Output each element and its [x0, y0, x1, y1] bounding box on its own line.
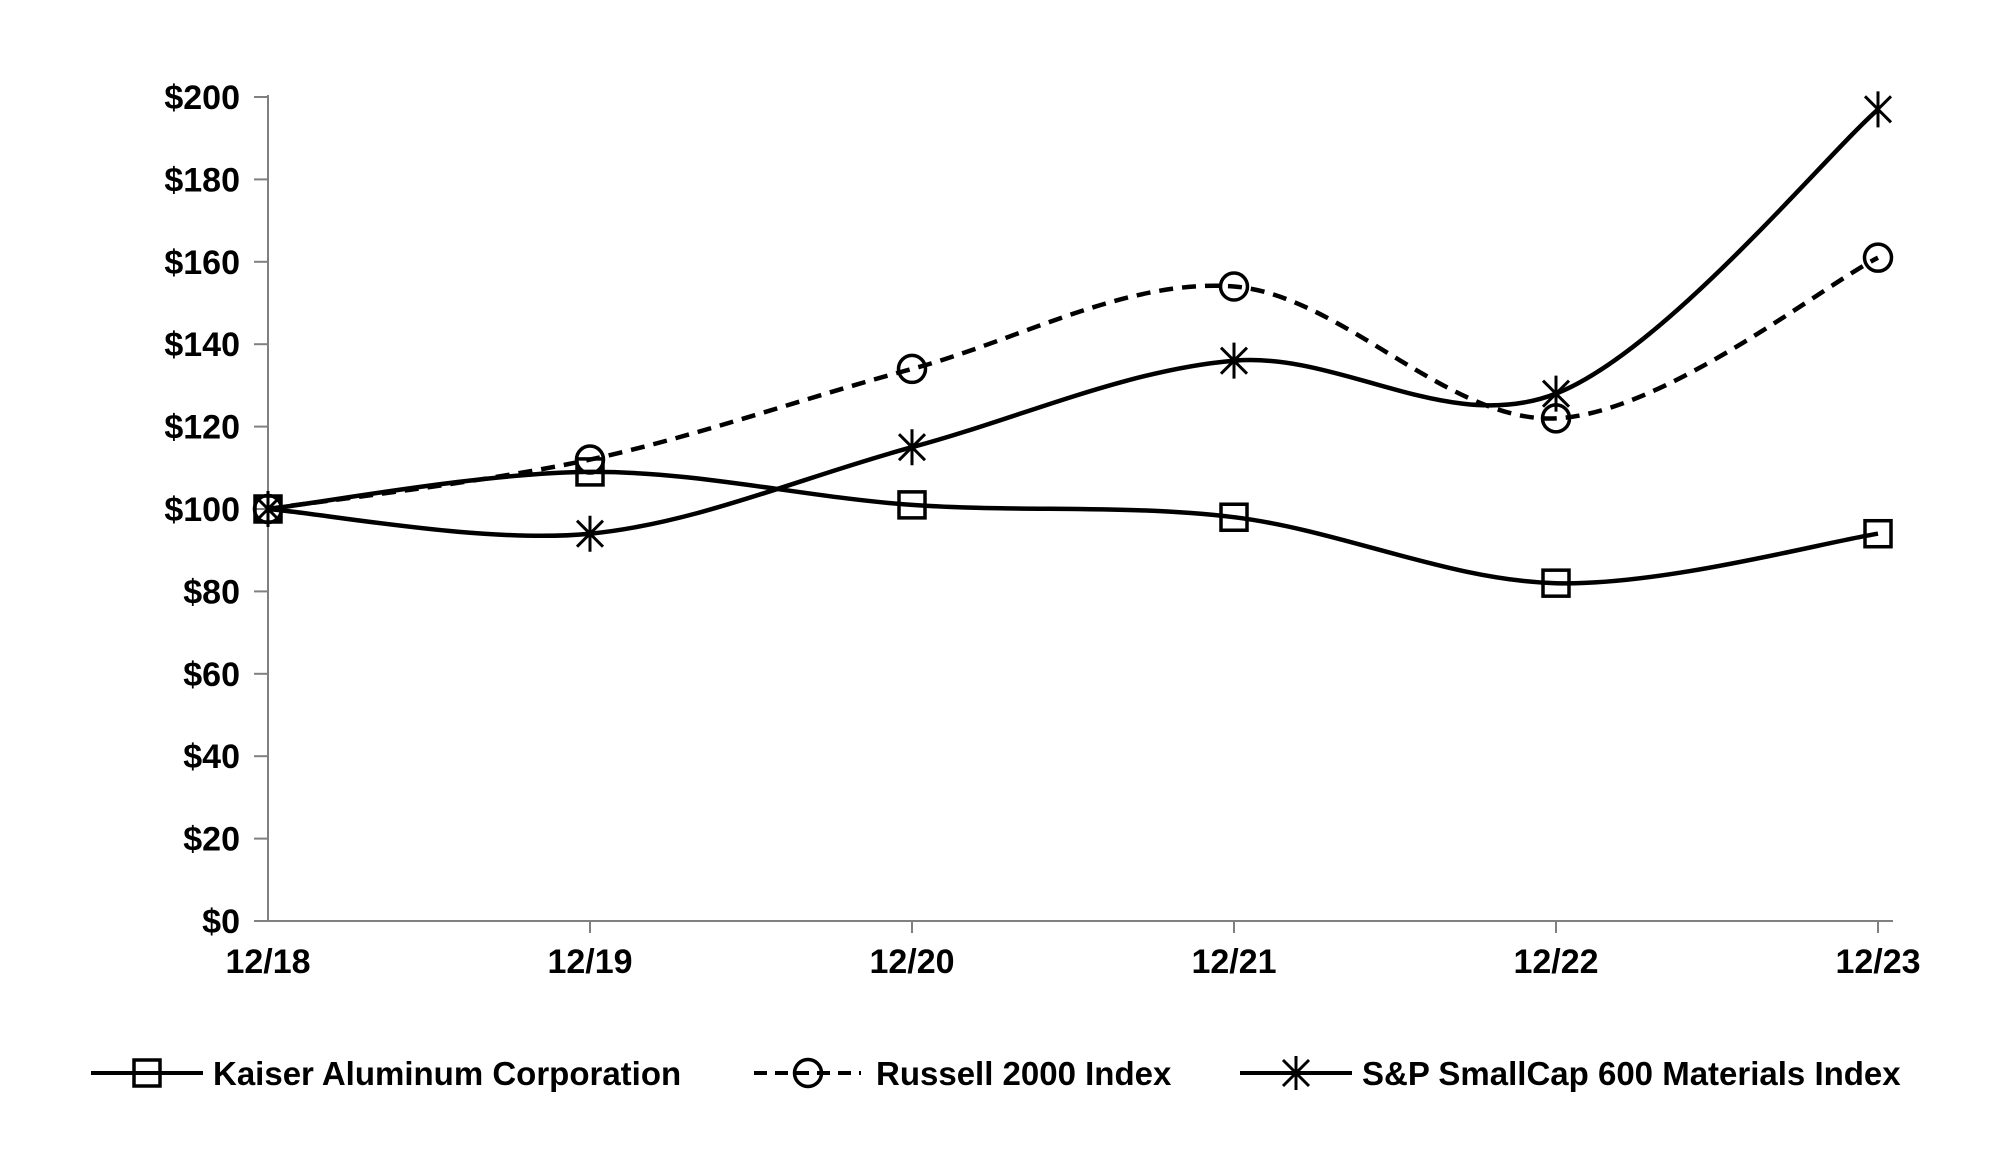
- circle-marker-icon: [1218, 271, 1250, 302]
- y-axis-tick-label: $80: [183, 573, 240, 611]
- square-marker-icon: [1541, 568, 1571, 598]
- circle-marker-icon: [574, 444, 606, 475]
- square-marker-icon: [897, 490, 927, 520]
- x-axis-tick-label: 12/20: [869, 943, 954, 981]
- x-axis-tick-label: 12/19: [547, 943, 632, 981]
- legend-item-sp-smallcap-600-materials: S&P SmallCap 600 Materials Index: [1240, 1055, 1901, 1092]
- x-axis-tick-label: 12/22: [1513, 943, 1598, 981]
- y-axis-tick-label: $160: [164, 244, 240, 282]
- y-axis-tick-label: $20: [183, 821, 240, 859]
- x-axis-tick-label: 12/23: [1835, 943, 1920, 981]
- y-axis-tick-label: $200: [164, 79, 240, 117]
- asterisk-marker-icon: [1281, 1056, 1311, 1090]
- series-line-2-asterisk: [267, 107, 1880, 539]
- asterisk-marker-icon: [1863, 91, 1893, 128]
- square-marker-icon: [132, 1058, 162, 1088]
- square-marker-icon: [575, 457, 605, 487]
- x-axis-tick-label: 12/21: [1191, 943, 1276, 981]
- y-axis-tick-label: $120: [164, 409, 240, 447]
- legend: Kaiser Aluminum Corporation Russell 2000…: [91, 1055, 1901, 1092]
- y-axis-tick-label: $0: [202, 903, 240, 941]
- square-marker-icon: [1863, 518, 1893, 549]
- series-lines: [267, 107, 1880, 586]
- series-markers: [252, 91, 1894, 598]
- circle-marker-icon: [792, 1057, 824, 1089]
- asterisk-marker-icon: [897, 429, 927, 466]
- asterisk-marker-icon: [1219, 342, 1249, 379]
- x-axis: 12/18 12/19 12/20 12/21 12/22 12/23: [225, 920, 1921, 981]
- asterisk-marker-icon: [1541, 375, 1571, 412]
- circle-marker-icon: [1862, 242, 1894, 273]
- y-axis-tick-label: $140: [164, 326, 240, 364]
- circle-marker-icon: [896, 353, 928, 385]
- y-axis: $0 $20 $40 $60 $80 $100 $120 $140 $160 $180 $200: [164, 79, 269, 941]
- series-line-1-circle: [267, 255, 1880, 512]
- legend-item-russell-2000: Russell 2000 Index: [754, 1055, 1172, 1092]
- legend-label-russell-2000: Russell 2000 Index: [876, 1055, 1172, 1092]
- y-axis-tick-label: $180: [164, 161, 240, 199]
- series-line-0-square: [267, 469, 1879, 586]
- y-axis-tick-label: $100: [164, 491, 240, 529]
- asterisk-marker-icon: [253, 491, 283, 527]
- y-axis-tick-label: $40: [183, 738, 240, 776]
- y-axis-tick-label: $60: [183, 656, 240, 694]
- square-marker-icon: [1219, 502, 1249, 532]
- legend-label-kaiser-aluminum: Kaiser Aluminum Corporation: [213, 1055, 681, 1092]
- asterisk-marker-icon: [575, 515, 605, 552]
- x-axis-tick-label: 12/18: [225, 943, 310, 981]
- legend-label-sp-smallcap-600-materials: S&P SmallCap 600 Materials Index: [1362, 1055, 1901, 1092]
- legend-item-kaiser-aluminum: Kaiser Aluminum Corporation: [91, 1055, 681, 1092]
